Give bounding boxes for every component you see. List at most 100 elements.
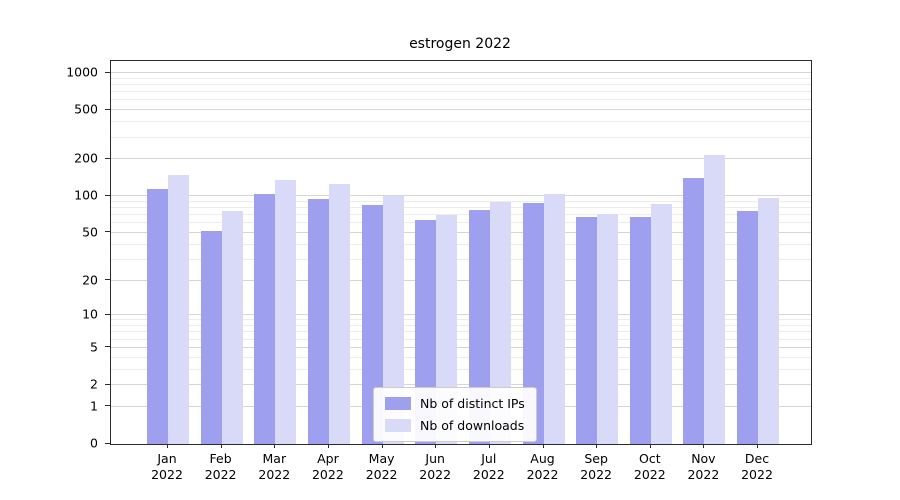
x-tick-label: Jul 2022 [472, 451, 505, 483]
x-tick-mark [488, 444, 490, 448]
y-tick-label: 500 [74, 101, 98, 117]
x-tick-mark [167, 444, 168, 448]
bar-distinct-ips [683, 177, 705, 444]
bar-distinct-ips [737, 211, 758, 444]
y-tick-mark [105, 279, 110, 280]
x-tick-label: Feb 2022 [204, 451, 237, 483]
x-tick-mark [435, 444, 437, 448]
gridline [111, 91, 811, 93]
x-tick-mark [381, 444, 383, 448]
bar-distinct-ips [254, 194, 276, 444]
bar-layer [111, 61, 811, 444]
y-tick-mark [105, 442, 110, 444]
y-tick-label: 200 [74, 150, 98, 166]
x-tick-mark [703, 444, 705, 448]
x-tick-mark [327, 444, 329, 448]
gridline [111, 243, 811, 245]
bar-downloads [758, 198, 779, 444]
bar-downloads [489, 201, 511, 444]
y-tick-mark [105, 313, 110, 315]
y-tick-mark [105, 108, 110, 110]
y-tick-label: 10 [82, 306, 98, 322]
bar-downloads [436, 215, 458, 444]
gridline [111, 99, 811, 101]
y-tick-mark [105, 405, 110, 407]
x-tick-label: Apr 2022 [311, 451, 344, 483]
y-tick-mark [105, 71, 110, 73]
bar-downloads [597, 213, 619, 444]
y-tick-label: 2 [90, 376, 98, 392]
gridline [111, 384, 811, 385]
gridline [111, 325, 811, 326]
bar-distinct-ips [200, 230, 222, 444]
y-tick-label: 50 [82, 224, 98, 240]
gridline [111, 77, 811, 79]
x-tick-label: Mar 2022 [258, 451, 291, 483]
x-tick-label: Nov 2022 [687, 451, 720, 483]
gridline [111, 72, 811, 73]
y-tick-mark [105, 157, 110, 159]
gridline [111, 368, 811, 370]
y-tick-label: 5 [90, 339, 98, 355]
x-tick-label: Oct 2022 [633, 451, 666, 483]
gridline [111, 83, 811, 85]
bar-downloads [328, 184, 350, 444]
bar-distinct-ips [629, 217, 651, 444]
gridline [111, 338, 811, 340]
x-tick-label: May 2022 [365, 451, 398, 483]
gridline [111, 200, 811, 202]
x-tick-label: Aug 2022 [526, 451, 559, 483]
legend-item-distinct-ips: Nb of distinct IPs [385, 396, 525, 411]
y-tick-mark [105, 231, 110, 233]
gridline [111, 109, 811, 111]
gridline [111, 231, 811, 233]
x-tick-mark [757, 444, 758, 448]
x-tick-label: Jun 2022 [419, 451, 452, 483]
y-tick-mark [105, 346, 110, 348]
gridline [111, 121, 811, 123]
gridline [111, 346, 811, 348]
gridline [111, 214, 811, 216]
x-tick-mark [274, 444, 276, 448]
bar-distinct-ips [522, 202, 544, 444]
x-tick-mark [220, 444, 222, 448]
gridline [111, 136, 811, 138]
legend-item-downloads: Nb of downloads [385, 418, 525, 433]
y-tick-label: 100 [74, 187, 98, 203]
bar-distinct-ips [576, 217, 598, 444]
gridline [111, 195, 811, 197]
y-tick-mark [105, 383, 110, 385]
bar-distinct-ips [361, 204, 383, 444]
x-tick-label: Dec 2022 [741, 451, 773, 483]
bar-downloads [168, 174, 189, 444]
y-tick-label: 1000 [66, 64, 98, 80]
bar-distinct-ips [147, 188, 168, 444]
bar-downloads [221, 211, 243, 444]
y-tick-mark [105, 194, 110, 196]
bar-downloads [275, 180, 297, 444]
x-tick-mark [596, 444, 598, 448]
bar-downloads [543, 194, 565, 444]
y-tick-label: 20 [82, 272, 98, 287]
gridline [111, 158, 811, 160]
gridline [111, 279, 811, 281]
gridline [111, 207, 811, 208]
legend-label-downloads: Nb of downloads [420, 418, 525, 433]
x-tick-mark [542, 444, 544, 448]
gridline [111, 319, 811, 321]
bar-distinct-ips [468, 210, 490, 444]
gridline [111, 258, 811, 260]
y-tick-label: 1 [90, 398, 98, 414]
legend: Nb of distinct IPs Nb of downloads [373, 387, 537, 442]
legend-swatch-downloads [385, 419, 411, 432]
bar-distinct-ips [307, 198, 329, 444]
legend-label-distinct-ips: Nb of distinct IPs [420, 396, 525, 411]
legend-swatch-distinct-ips [385, 397, 411, 410]
x-tick-mark [649, 444, 651, 448]
y-tick-label: 0 [90, 435, 98, 451]
gridline [111, 222, 811, 224]
chart-title: estrogen 2022 [409, 36, 511, 52]
gridline [111, 356, 811, 358]
gridline [111, 331, 811, 333]
